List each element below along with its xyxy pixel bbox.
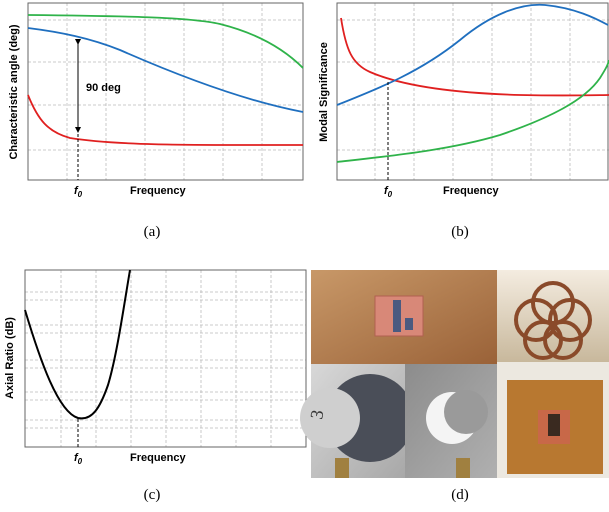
y-axis-label: Modal Significance [318, 42, 330, 142]
grid [28, 3, 303, 180]
panel-a: 90 deg Characteristic angle (deg) Freque… [8, 3, 303, 240]
slot [405, 318, 413, 330]
caption: (c) [144, 487, 161, 503]
y-axis-label: Characteristic angle (deg) [8, 24, 20, 159]
marker-label: f0 [74, 452, 83, 466]
caption: (a) [144, 224, 161, 240]
slot [548, 414, 560, 436]
figure: 90 deg Characteristic angle (deg) Freque… [0, 0, 609, 512]
panel-d: 3 (d) [300, 270, 609, 503]
caption: (b) [451, 224, 469, 240]
slot [393, 300, 401, 332]
annotation: 90 deg [86, 82, 121, 94]
panel-c: Axial Ratio (dB) Frequency f0 (c) [4, 270, 306, 503]
x-axis-label: Frequency [130, 185, 187, 197]
y-axis-label: Axial Ratio (dB) [4, 317, 16, 399]
connector [335, 458, 349, 478]
marker-label: f0 [384, 185, 393, 199]
plot-frame [25, 270, 306, 447]
caption: (d) [451, 487, 469, 503]
x-axis-label: Frequency [130, 452, 187, 464]
grid [25, 270, 306, 447]
x-axis-label: Frequency [443, 185, 500, 197]
connector [456, 458, 470, 478]
cutout [444, 390, 488, 434]
panel-b: Modal Significance Frequency f0 (b) [318, 3, 609, 240]
marker-label: f0 [74, 185, 83, 199]
